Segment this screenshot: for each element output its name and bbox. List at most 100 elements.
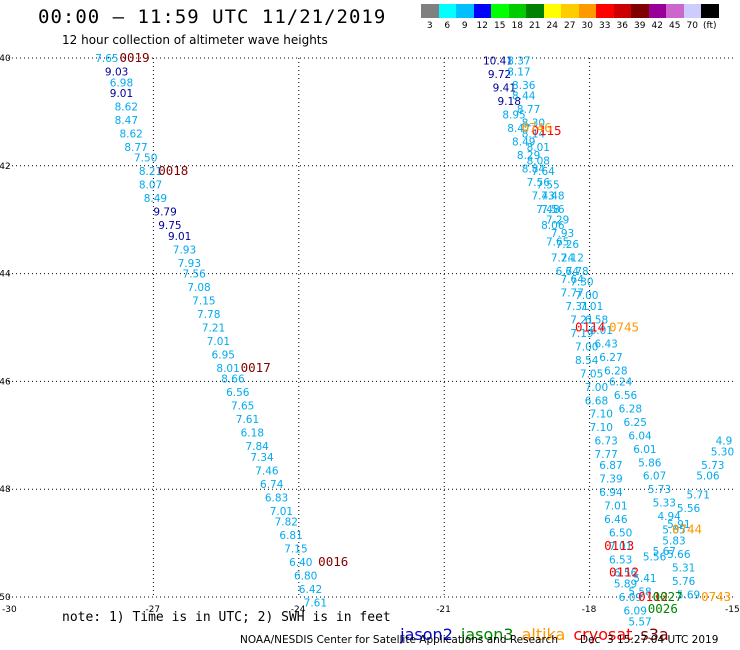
lon-tick-label: -21: [436, 605, 451, 615]
legend-bin: 9: [456, 4, 474, 31]
legend-label: 12: [476, 21, 488, 31]
wave-height-value: 7.01: [580, 301, 603, 313]
legend-swatch: [561, 4, 579, 18]
map-subtitle: 12 hour collection of altimeter wave hei…: [62, 33, 328, 47]
legend-label: 36: [616, 21, 628, 31]
wave-height-value: 8.01: [216, 363, 239, 375]
generated-timestamp: Dec 3 15:27:04 UTC 2019: [580, 634, 719, 646]
wave-height-value: 7.10: [590, 422, 613, 434]
legend-label: 42: [651, 21, 663, 31]
pass-time-label: 0746: [522, 120, 552, 135]
wave-height-value: 5.57: [628, 616, 651, 628]
legend-bin: 30: [578, 4, 596, 31]
legend-label: 15: [494, 21, 506, 31]
sat-s3a: s3a: [640, 625, 669, 644]
legend-label: 30: [581, 21, 593, 31]
wave-height-value: 6.07: [643, 471, 666, 483]
wave-height-value: 8.84: [522, 163, 546, 175]
wave-height-value: 5.56: [643, 552, 667, 564]
wave-height-value: 6.74: [556, 266, 580, 278]
wave-height-value: 4.9: [716, 436, 733, 448]
legend-bin: 70: [683, 4, 701, 31]
wave-height-value: 9.01: [110, 88, 133, 100]
footnote: note: 1) Time is in UTC; 2) SWH is in fe…: [62, 610, 391, 625]
wave-height-value: 8.66: [221, 374, 245, 386]
wave-height-value: 7.56: [541, 204, 565, 216]
wave-height-value: 8.77: [124, 142, 147, 154]
pass-time-label: 0744: [672, 522, 702, 537]
wave-height-value: 5.71: [687, 490, 710, 502]
legend-bin: 33: [596, 4, 614, 31]
wave-height-value: 7.34: [250, 452, 274, 464]
pass-time-label: 0743: [701, 589, 731, 604]
wave-height-value: 5.56: [677, 503, 701, 515]
wave-height-value: 9.75: [158, 220, 181, 232]
legend-bin: 6: [438, 4, 456, 31]
wave-height-value: 6.56: [614, 390, 638, 402]
wave-height-value: 8.01: [527, 142, 550, 154]
legend-label: (ft): [702, 21, 717, 31]
wave-height-value: 6.68: [585, 395, 608, 407]
wave-height-value: 7.00: [575, 290, 598, 302]
lon-tick-label: -15: [725, 605, 740, 615]
wave-height-value: 9.79: [153, 207, 176, 219]
sat-jason3: jason3: [460, 625, 514, 644]
wave-height-value: 5.73: [648, 484, 671, 496]
legend-swatch: [613, 4, 631, 18]
wave-height-value: 8.47: [115, 115, 138, 127]
legend-label: 70: [686, 21, 698, 31]
pass-time-label: 0112: [638, 589, 668, 604]
lat-tick-label: -50: [0, 593, 11, 603]
wave-height-value: 6.98: [110, 77, 133, 89]
legend-label: 6: [444, 21, 451, 31]
pass-time-label: 0114: [575, 320, 605, 335]
legend-label: 3: [426, 21, 433, 31]
legend-label: 45: [669, 21, 681, 31]
wave-height-value: 6.78: [565, 266, 588, 278]
wave-height-value: 7.21: [202, 323, 225, 335]
lon-tick-label: -18: [582, 605, 597, 615]
wave-height-value: 6.53: [609, 554, 632, 566]
wave-height-value: 7.77: [561, 287, 584, 299]
wave-height-value: 9.18: [498, 96, 521, 108]
legend-bin: 39: [631, 4, 649, 31]
wave-height-value: 8.77: [517, 104, 540, 116]
legend-swatch: [456, 4, 474, 18]
wave-height-value: 7.48: [541, 190, 564, 202]
wave-height-value: 8.62: [119, 128, 142, 140]
wave-height-value: 7.65: [231, 401, 254, 413]
wave-height-value: 7.65: [546, 236, 569, 248]
legend-swatch: [508, 4, 526, 18]
pass-time-label: 0019: [119, 50, 149, 65]
lat-tick-label: -42: [0, 162, 11, 172]
wave-height-value: 7.01: [604, 500, 627, 512]
color-legend: 3 6 9 12 15 18 21 24 27 30 33 36 39 42 45 70 (ft): [421, 4, 719, 31]
wave-height-value: 7.64: [531, 166, 555, 178]
legend-swatch: [491, 4, 509, 18]
legend-label: 24: [546, 21, 558, 31]
wave-height-value: 6.43: [594, 339, 617, 351]
wave-height-value: 6.46: [604, 514, 628, 526]
legend-swatch: [631, 4, 649, 18]
legend-swatch: [526, 4, 544, 18]
legend-bin: 42: [648, 4, 666, 31]
lat-tick-label: -48: [0, 485, 11, 495]
credit-line: NOAA/NESDIS Center for Satellite Applica…: [240, 634, 718, 646]
wave-height-value: 7.43: [531, 190, 554, 202]
wave-height-value: 6.09: [624, 605, 647, 617]
wave-height-value: 6.80: [294, 570, 317, 582]
legend-label: 9: [461, 21, 468, 31]
legend-bin: 3: [421, 4, 439, 31]
pass-time-label: 0115: [531, 123, 561, 138]
wave-height-value: 8.29: [517, 150, 540, 162]
legend-swatch: [666, 4, 684, 18]
wave-height-value: 5.91: [667, 519, 690, 531]
wave-height-value: 5.58: [628, 587, 651, 599]
wave-height-value: 7.50: [134, 153, 157, 165]
wave-height-value: 7.61: [304, 597, 327, 609]
wave-height-value: 8.36: [512, 80, 536, 92]
wave-height-value: 8.54: [575, 355, 599, 367]
wave-height-value: 5.69: [677, 589, 700, 601]
lat-tick-label: -40: [0, 54, 11, 64]
wave-height-value: 5.66: [667, 549, 691, 561]
